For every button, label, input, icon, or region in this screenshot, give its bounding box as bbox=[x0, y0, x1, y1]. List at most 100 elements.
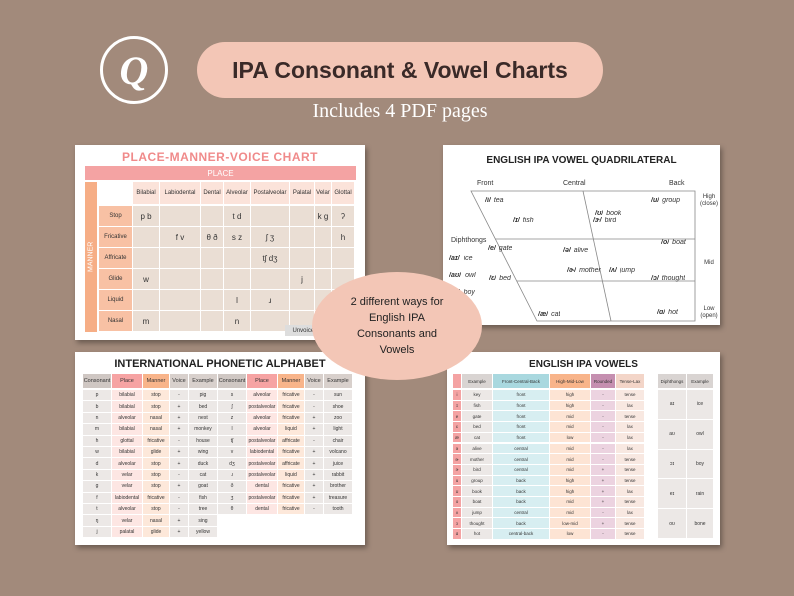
phoneme-cell bbox=[201, 311, 223, 331]
table-cell: labiodental bbox=[112, 492, 142, 503]
manner-row-label: Glide bbox=[99, 269, 132, 289]
table-cell: alveolar bbox=[247, 412, 277, 424]
table-cell: + bbox=[591, 464, 615, 475]
phoneme-cell bbox=[133, 290, 159, 310]
table-cell: high bbox=[550, 475, 590, 486]
vowel-symbol: /ʌ/ bbox=[609, 266, 617, 274]
table-cell: nest bbox=[189, 412, 217, 424]
table-cell: nasal bbox=[143, 424, 169, 435]
axis-label: Central bbox=[563, 179, 586, 187]
manner-row-label: Affricate bbox=[99, 248, 132, 268]
phoneme-cell: tʃ dʒ bbox=[251, 248, 289, 268]
vowel-entry: /u/group bbox=[651, 195, 701, 205]
table-cell: + bbox=[305, 481, 323, 492]
column-header: Bilabial bbox=[133, 182, 159, 204]
table-cell: low bbox=[550, 529, 590, 539]
table-cell: ɛ bbox=[453, 422, 461, 432]
table-cell: front bbox=[493, 422, 549, 432]
place-header: PLACE bbox=[85, 166, 356, 180]
table-cell: g bbox=[83, 481, 111, 492]
table-cell: fricative bbox=[278, 504, 304, 515]
table-cell: ə bbox=[453, 443, 461, 454]
vowel-symbol: /ɝ/ bbox=[593, 216, 602, 224]
vowel-symbol: /ɔ/ bbox=[651, 274, 659, 282]
table-cell: hot bbox=[462, 529, 492, 539]
table-cell: treasure bbox=[324, 492, 352, 503]
table-cell: dental bbox=[247, 481, 277, 492]
table-cell: alveolar bbox=[247, 424, 277, 435]
phoneme-cell bbox=[160, 290, 200, 310]
table-cell: j bbox=[83, 526, 111, 538]
vowel-word: boat bbox=[672, 238, 686, 246]
vowel-word: hot bbox=[668, 308, 678, 316]
diphthong-word: owl bbox=[465, 271, 476, 279]
table-cell: bird bbox=[462, 464, 492, 475]
table-cell: + bbox=[591, 518, 615, 529]
table-cell: + bbox=[170, 424, 188, 435]
table-cell: tense bbox=[616, 411, 644, 422]
vowel-word: book bbox=[606, 209, 622, 217]
table-cell: alveolar bbox=[112, 412, 142, 424]
table-cell: tense bbox=[616, 497, 644, 507]
table-cell: dental bbox=[247, 504, 277, 515]
diphthong-word: boy bbox=[463, 288, 475, 296]
vowel-table-card: ENGLISH IPA VOWELS Example Front-Central-B… bbox=[447, 352, 720, 545]
diphthong-symbol: /aɪ/ bbox=[449, 254, 460, 262]
table-cell: ŋ bbox=[83, 515, 111, 526]
table-cell: + bbox=[170, 515, 188, 526]
table-cell: light bbox=[324, 424, 352, 435]
table-cell: glide bbox=[143, 447, 169, 458]
quadrilateral-lines bbox=[470, 190, 696, 322]
table-cell: pig bbox=[189, 390, 217, 401]
vowel-word: gate bbox=[498, 244, 513, 252]
table-cell: volcano bbox=[324, 447, 352, 458]
table-cell: low-mid bbox=[550, 518, 590, 529]
table-cell: velar bbox=[112, 515, 142, 526]
table-cell: ɪ bbox=[453, 400, 461, 411]
table-cell: alveolar bbox=[112, 458, 142, 469]
table-cell: bilabial bbox=[112, 401, 142, 412]
column-header: Front-Central-Back bbox=[493, 374, 549, 388]
table-cell: jump bbox=[462, 507, 492, 518]
phoneme-cell bbox=[290, 290, 314, 310]
table-cell: + bbox=[170, 447, 188, 458]
column-header: Dental bbox=[201, 182, 223, 204]
diphthong-entry: /aɪ/ice bbox=[449, 253, 489, 263]
table-cell: tooth bbox=[324, 504, 352, 515]
vowel-entry: /i/tea bbox=[485, 195, 535, 205]
diphthong-symbol: /aʊ/ bbox=[449, 271, 462, 279]
column-header: Diphthongs bbox=[658, 374, 686, 388]
table-cell: fricative bbox=[143, 492, 169, 503]
vowel-symbol: /i/ bbox=[485, 196, 491, 204]
vowel-symbol: /o/ bbox=[661, 238, 670, 246]
table-cell: + bbox=[305, 458, 323, 469]
table-cell: tense bbox=[616, 518, 644, 529]
table-cell: duck bbox=[189, 458, 217, 469]
table-cell: cat bbox=[462, 432, 492, 443]
table-cell: + bbox=[591, 486, 615, 496]
table-cell: - bbox=[591, 507, 615, 518]
table-cell: postalveolar bbox=[247, 401, 277, 412]
vowel-word: thought bbox=[661, 274, 686, 282]
column-header: Rounded bbox=[591, 374, 615, 388]
column-header: Glottal bbox=[332, 182, 354, 204]
vowel-word: cat bbox=[551, 310, 561, 318]
axis-label: Mid bbox=[704, 259, 714, 266]
vowel-entry: /o/boat bbox=[661, 237, 711, 247]
table-cell: fricative bbox=[143, 435, 169, 446]
phoneme-cell bbox=[224, 248, 250, 268]
table-cell: i bbox=[453, 390, 461, 400]
table-cell: alive bbox=[462, 443, 492, 454]
table-cell: fish bbox=[462, 400, 492, 411]
vowel-word: bed bbox=[499, 274, 511, 282]
column-header: Example bbox=[687, 374, 713, 388]
table-cell: z bbox=[218, 412, 246, 424]
table-cell: front bbox=[493, 390, 549, 400]
vowel-word: jump bbox=[619, 266, 635, 274]
phoneme-cell: t d bbox=[224, 206, 250, 226]
table-cell: affricate bbox=[278, 458, 304, 469]
table-cell: fricative bbox=[278, 401, 304, 412]
phoneme-cell: w bbox=[133, 269, 159, 289]
vowel-entry: /ɪ/fish bbox=[513, 215, 563, 225]
table-cell: low bbox=[550, 432, 590, 443]
